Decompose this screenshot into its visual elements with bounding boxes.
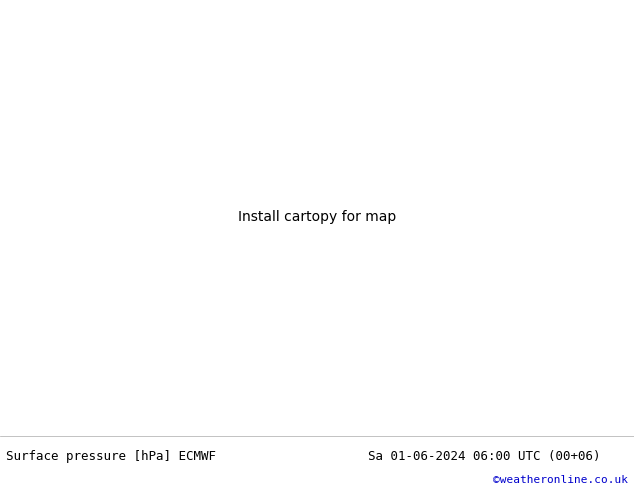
- Text: ©weatheronline.co.uk: ©weatheronline.co.uk: [493, 475, 628, 485]
- Text: Install cartopy for map: Install cartopy for map: [238, 210, 396, 224]
- Text: Surface pressure [hPa] ECMWF: Surface pressure [hPa] ECMWF: [6, 450, 216, 463]
- Text: Sa 01-06-2024 06:00 UTC (00+06): Sa 01-06-2024 06:00 UTC (00+06): [368, 450, 600, 463]
